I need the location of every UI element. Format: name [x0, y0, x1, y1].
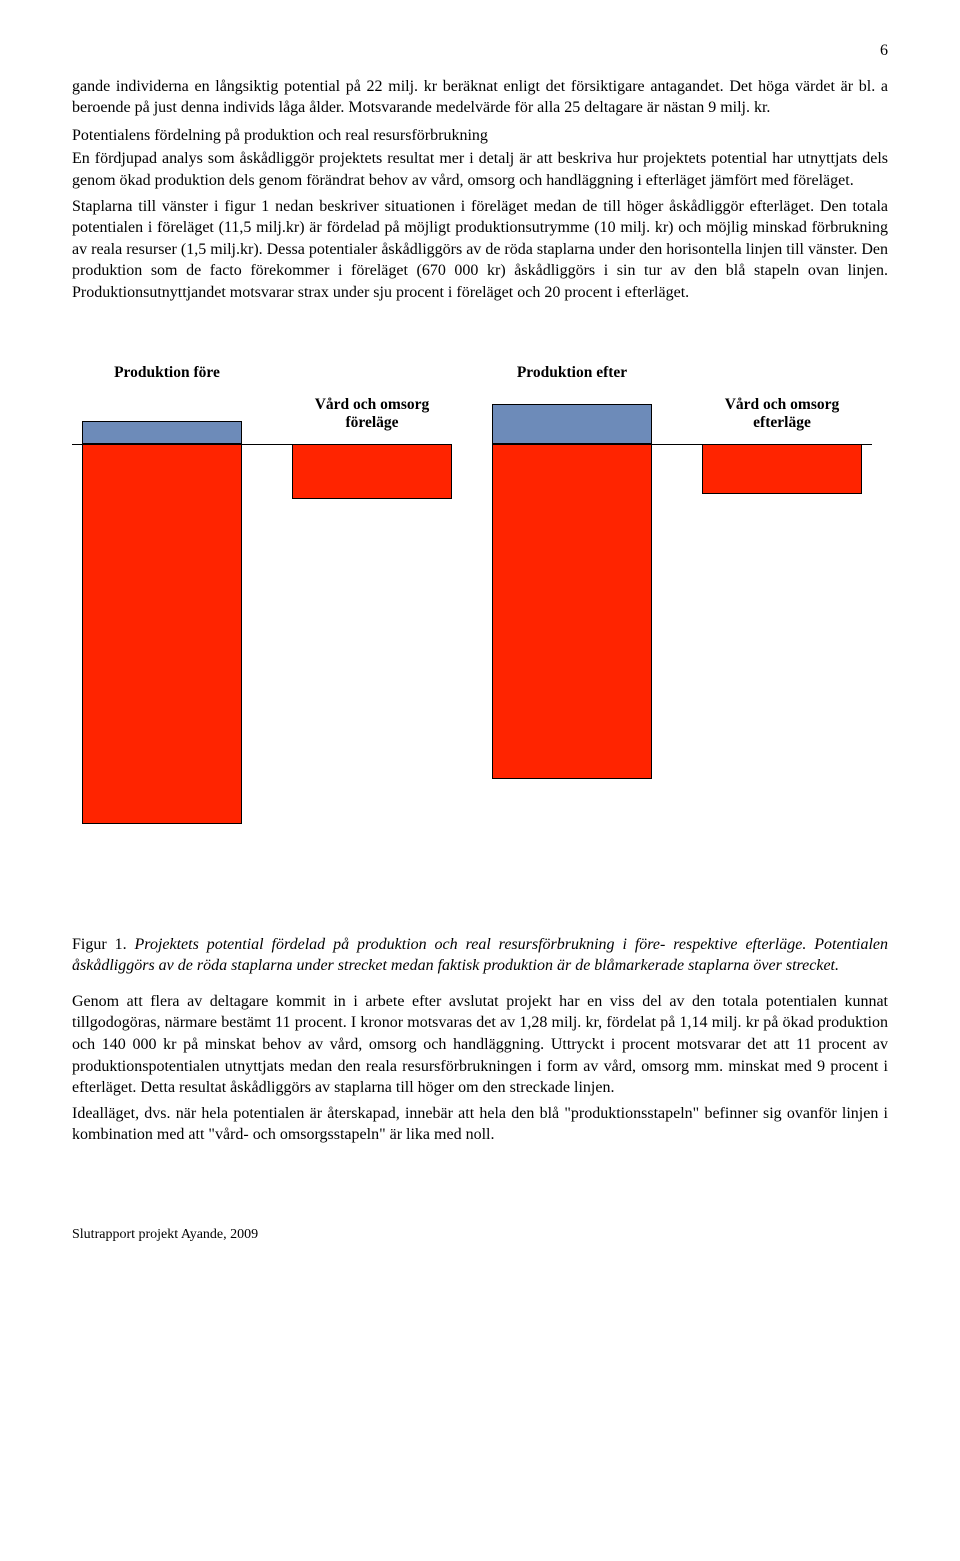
bar-care-before-red — [292, 444, 452, 499]
bar-prod-after-blue — [492, 404, 652, 444]
label-vard-forelage: Vård och omsorg föreläge — [277, 396, 467, 433]
figure-caption-body: Projektets potential fördelad på produkt… — [72, 936, 888, 975]
footer-text: Slutrapport projekt Ayande, 2009 — [72, 1226, 888, 1245]
paragraph-4: Genom att flera av deltagare kommit in i… — [72, 991, 888, 1099]
paragraph-5: Idealläget, dvs. när hela potentialen är… — [72, 1103, 888, 1146]
paragraph-2: En fördjupad analys som åskådliggör proj… — [72, 148, 888, 191]
bar-care-after-red — [702, 444, 862, 494]
label-line: föreläge — [345, 414, 398, 431]
label-produktion-fore: Produktion före — [77, 364, 257, 383]
bar-prod-before-red — [82, 444, 242, 824]
bar-prod-before-blue — [82, 421, 242, 444]
figure-1-chart: Produktion före Produktion efter Vård oc… — [72, 334, 888, 894]
figure-caption-title: Figur 1. — [72, 936, 135, 953]
label-line: Vård och omsorg — [315, 396, 430, 413]
label-line: efterläge — [753, 414, 811, 431]
section-subhead: Potentialens fördelning på produktion oc… — [72, 125, 888, 147]
label-produktion-efter: Produktion efter — [477, 364, 667, 383]
label-vard-efterlage: Vård och omsorg efterläge — [687, 396, 877, 433]
page-number: 6 — [72, 40, 888, 62]
figure-1-caption: Figur 1. Projektets potential fördelad p… — [72, 934, 888, 977]
label-line: Vård och omsorg — [725, 396, 840, 413]
bar-prod-after-red — [492, 444, 652, 779]
paragraph-intro: gande individerna en långsiktig potentia… — [72, 76, 888, 119]
paragraph-3: Staplarna till vänster i figur 1 nedan b… — [72, 196, 888, 304]
